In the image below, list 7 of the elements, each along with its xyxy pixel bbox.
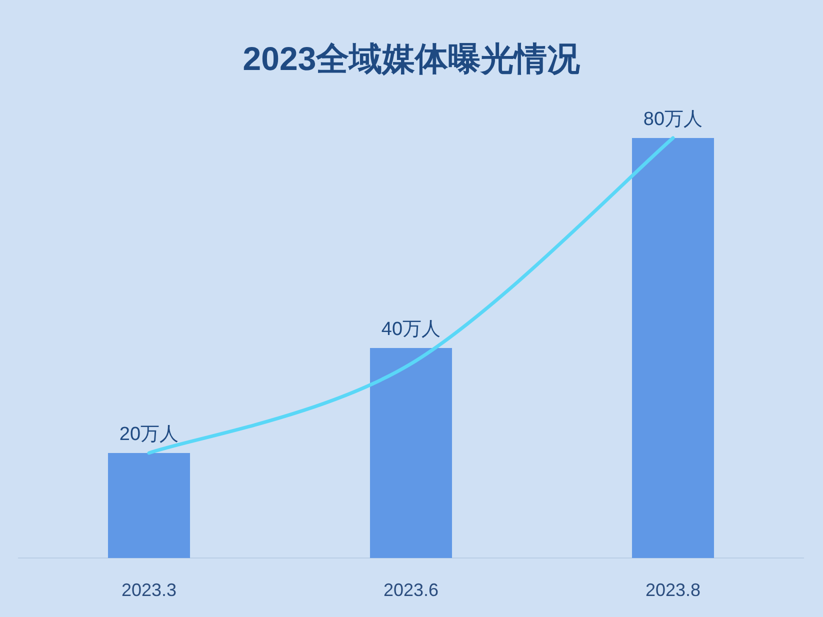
data-label: 40万人	[381, 319, 441, 340]
x-tick-label: 2023.3	[121, 580, 177, 600]
chart-title: 2023全域媒体曝光情况	[242, 40, 582, 77]
x-tick-label: 2023.6	[383, 580, 439, 600]
data-label: 80万人	[643, 109, 703, 130]
data-label: 20万人	[119, 424, 179, 445]
x-tick-label: 2023.8	[645, 580, 701, 600]
